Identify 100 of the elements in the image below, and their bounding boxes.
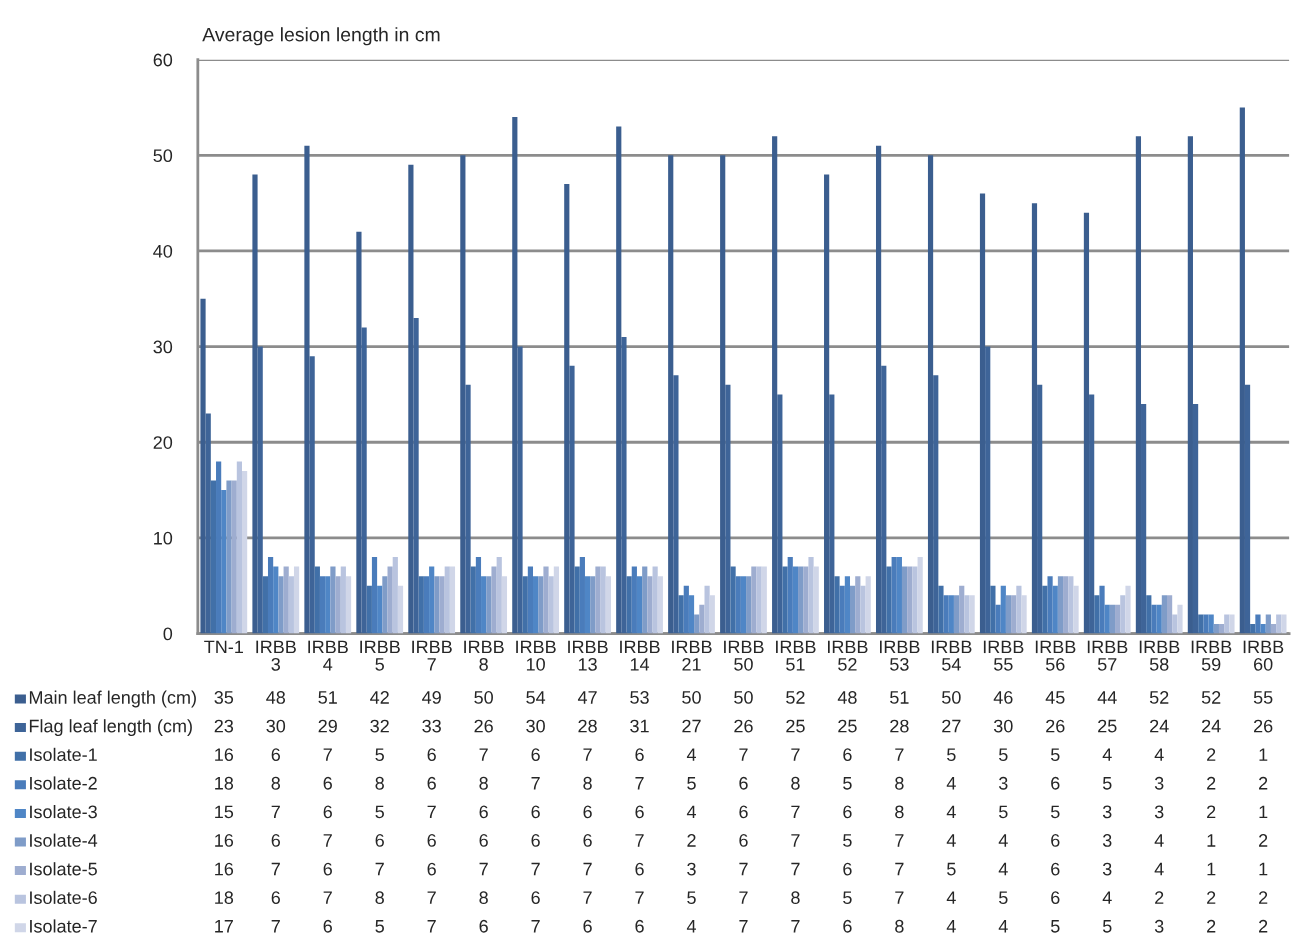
data-label: 7 [323,891,332,904]
data-label: 7 [323,834,332,847]
data-label: 30 [526,719,545,733]
bar [1265,614,1271,634]
bar [1094,595,1100,634]
data-label: 17 [215,920,233,933]
data-label: 25 [786,719,805,733]
data-label: 7 [427,891,436,904]
data-label: 6 [479,834,488,847]
x-tick-label: IRBB 50 [724,640,764,671]
x-tick-label: IRBB 21 [672,640,712,671]
data-label: 8 [375,776,384,790]
data-label: 8 [791,776,800,790]
bar [964,595,970,634]
data-label: 3 [998,776,1008,790]
data-label: 6 [479,919,488,933]
data-label: 7 [531,920,540,933]
bar [709,595,715,634]
data-label: 44 [1097,691,1117,704]
bar [371,557,378,634]
data-label: 18 [215,891,234,905]
legend-label: Main leaf length (cm) [29,690,196,708]
x-tick-label: IRBB 55 [983,640,1024,671]
bar [1276,614,1282,634]
bar [1224,614,1230,634]
bar [1218,623,1225,634]
data-label: 6 [479,805,488,819]
data-label: 26 [1046,719,1065,733]
data-label: 2 [1259,919,1268,933]
x-tick-label: IRBB 60 [1243,640,1284,671]
data-label: 50 [734,691,753,704]
data-label: 2 [687,834,696,847]
data-label: 25 [838,719,857,733]
data-label: 4 [946,777,956,790]
bar [590,576,596,634]
data-label: 7 [375,862,384,876]
bar [740,576,747,634]
data-label: 4 [998,862,1008,876]
bar [901,566,908,634]
x-tick-label: IRBB 10 [516,640,556,671]
bar [626,576,632,634]
bar [382,576,388,634]
bar [345,576,352,634]
data-label: 33 [422,719,441,733]
data-label: 30 [266,719,286,733]
bar [1115,604,1121,634]
bar [288,576,294,634]
data-label: 28 [890,719,909,733]
x-tick-label: IRBB 5 [360,640,400,671]
data-label: 4 [1154,834,1164,847]
bar [730,566,736,634]
bar [538,576,544,634]
bar [397,585,404,634]
x-tick-label: IRBB 52 [828,640,868,671]
bar [1000,585,1006,634]
data-label: 16 [215,748,234,762]
data-label: 8 [791,891,800,905]
data-label: 49 [422,691,441,704]
data-label: 5 [375,920,384,933]
bar [434,576,440,634]
data-label: 6 [375,834,384,847]
bar [600,566,606,634]
bar [860,585,866,634]
data-label: 50 [474,691,493,704]
bar [953,595,960,634]
data-label: 6 [531,891,540,905]
bar [553,566,559,634]
bar [1042,585,1048,634]
bar [1073,585,1079,634]
bar [314,566,320,634]
bar [210,480,217,634]
bar [948,595,954,634]
data-label: 7 [895,748,904,761]
x-tick-label: IRBB 51 [776,640,816,671]
data-label: 16 [215,834,234,847]
data-label: 7 [583,748,592,761]
bar [548,576,554,634]
bar [543,566,549,634]
bar [574,566,580,634]
data-label: 52 [1201,691,1221,704]
data-label: 3 [1102,862,1112,876]
data-label: 7 [739,920,748,933]
bar [990,585,996,634]
bar [236,461,242,634]
data-label: 2 [1259,834,1268,847]
data-label: 4 [946,805,956,819]
bar [1135,136,1142,634]
data-label: 26 [1254,719,1273,733]
data-label: 45 [1045,691,1065,704]
bar [875,145,882,634]
data-label: 5 [1102,920,1112,933]
data-label: 6 [323,919,332,933]
bar [278,576,284,634]
data-label: 24 [1202,719,1221,733]
data-label: 6 [635,862,644,876]
data-label: 6 [1051,891,1060,905]
data-label: 4 [686,805,696,819]
bar [720,155,726,634]
data-label: 5 [947,748,956,762]
bar [886,566,892,634]
